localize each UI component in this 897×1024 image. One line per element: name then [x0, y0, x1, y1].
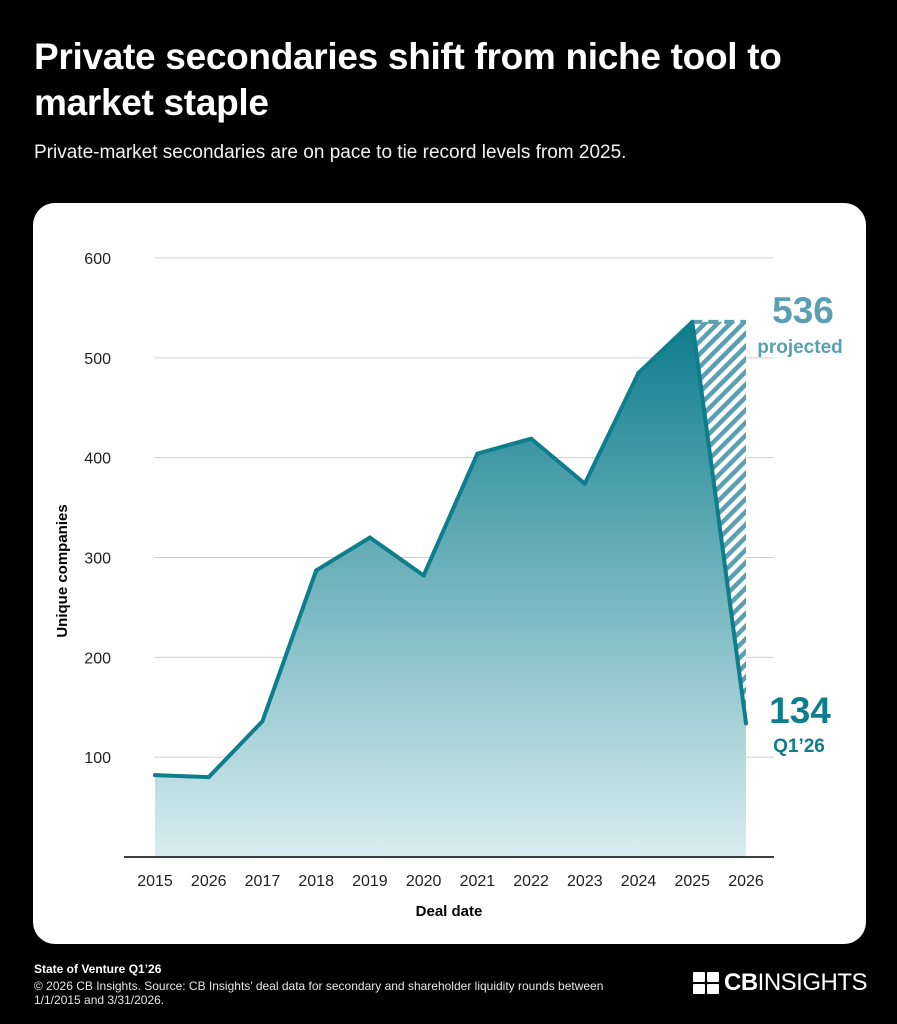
x-tick-label-2018-3: 2018	[298, 873, 334, 890]
area-fill	[155, 321, 746, 858]
data-point-2022-7	[529, 436, 534, 441]
x-tick-label-2015-0: 2015	[137, 873, 173, 890]
x-tick-label-2020-5: 2020	[406, 873, 442, 890]
series-line	[153, 319, 748, 780]
y-tick-label-600: 600	[84, 251, 111, 268]
data-point-2025-10	[690, 319, 695, 324]
page-title: Private secondaries shift from niche too…	[34, 36, 782, 123]
x-tick-label-2021-6: 2021	[460, 873, 496, 890]
x-axis-title: Deal date	[416, 903, 483, 920]
chart-card: 100 200 300 400 500 600 2015 2026 2017 2018 2019 20…	[33, 203, 866, 944]
x-tick-label-2022-7: 2022	[513, 873, 549, 890]
x-tick-label-2017-2: 2017	[245, 873, 281, 890]
data-point-2026-1	[206, 775, 211, 780]
y-tick-label-300: 300	[84, 551, 111, 568]
x-tick-label-2023-8: 2023	[567, 873, 603, 890]
current-caption-label: Q1’26	[773, 736, 825, 757]
projected-caption-label: projected	[757, 337, 843, 358]
cb-insights-logo-icon	[693, 972, 719, 994]
data-point-2017-2	[260, 719, 265, 724]
page-subtitle: Private-market secondaries are on pace t…	[34, 142, 627, 163]
x-tick-label-2026-1: 2026	[191, 873, 227, 890]
report-name: State of Venture Q1’26	[34, 962, 162, 976]
x-tick-label-2025-10: 2025	[674, 873, 710, 890]
y-tick-label-200: 200	[84, 650, 111, 667]
data-point-2023-8	[582, 481, 587, 486]
area-chart: 100 200 300 400 500 600 2015 2026 2017 2018 2019 20…	[54, 251, 843, 920]
logo-wordmark-regular: INSIGHTS	[757, 969, 868, 996]
projected-value-label: 536	[772, 290, 834, 331]
logo-wordmark: CBINSIGHTS	[724, 969, 868, 997]
data-point-2018-3	[314, 568, 319, 573]
y-tick-label-400: 400	[84, 451, 111, 468]
data-point-2026-11	[744, 721, 748, 726]
y-axis-title: Unique companies	[54, 504, 71, 637]
x-tick-label-2026-11: 2026	[728, 873, 764, 890]
current-value-label: 134	[769, 690, 831, 731]
data-point-2020-5	[421, 573, 426, 578]
data-point-2021-6	[475, 451, 480, 456]
cb-insights-logo: CBINSIGHTS	[693, 969, 868, 997]
data-point-2019-4	[367, 535, 372, 540]
x-tick-label-2024-9: 2024	[621, 873, 657, 890]
data-point-2024-9	[636, 370, 641, 375]
data-point-2015-0	[153, 773, 157, 778]
logo-wordmark-bold: CB	[724, 969, 758, 996]
y-tick-label-100: 100	[84, 750, 111, 767]
y-tick-label-500: 500	[84, 351, 111, 368]
x-tick-label-2019-4: 2019	[352, 873, 388, 890]
source-note: © 2026 CB Insights. Source: CB Insights’…	[34, 979, 604, 1007]
